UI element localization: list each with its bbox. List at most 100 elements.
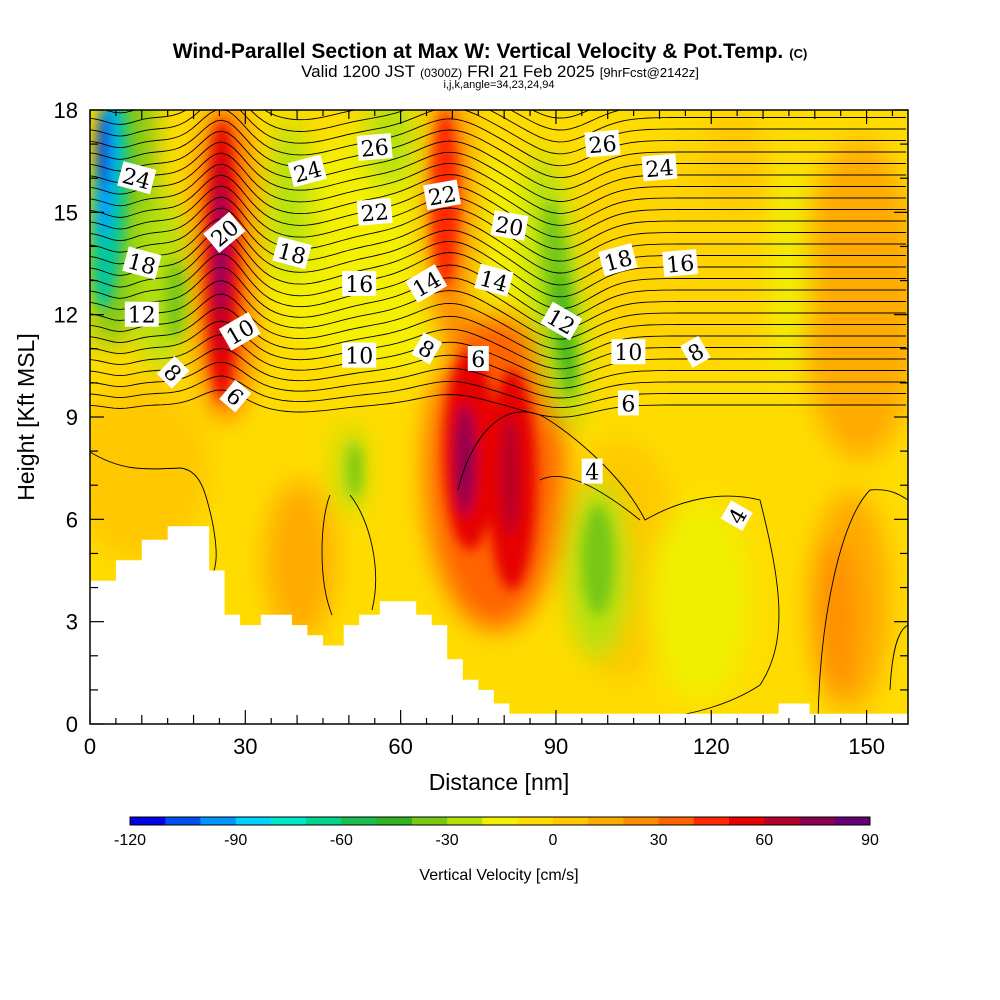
y-tick-label: 18	[54, 98, 78, 123]
svg-text:26: 26	[360, 135, 390, 162]
contour-label: 26	[356, 133, 393, 163]
colorbar-swatch	[306, 817, 342, 825]
colorbar-swatch	[130, 817, 166, 825]
terrain-mask	[90, 526, 908, 724]
svg-text:6: 6	[471, 348, 485, 373]
colorbar-tick-label: -90	[224, 832, 247, 849]
theta-contour	[90, 207, 906, 274]
theta-contour	[90, 266, 906, 330]
theta-contour	[889, 624, 908, 691]
velocity-cell	[815, 540, 855, 700]
velocity-cell	[265, 480, 335, 640]
svg-text:16: 16	[345, 273, 373, 298]
contour-label: 6	[467, 346, 489, 373]
theta-contour	[90, 110, 906, 155]
contour-label: 10	[611, 339, 646, 366]
colorbar-swatch	[588, 817, 624, 825]
contour-label: 12	[124, 301, 159, 329]
velocity-cell	[455, 405, 475, 515]
svg-text:26: 26	[588, 132, 618, 159]
colorbar-swatch	[799, 817, 836, 825]
contour-label: 22	[356, 197, 393, 227]
contour-label: 24	[287, 154, 327, 189]
colorbar-swatch	[517, 817, 554, 825]
svg-text:16: 16	[665, 251, 695, 278]
x-tick-label: 0	[84, 734, 96, 759]
svg-text:10: 10	[614, 341, 642, 366]
svg-text:24: 24	[645, 156, 675, 183]
theta-contour	[90, 375, 906, 409]
contour-label: 18	[272, 236, 312, 270]
y-tick-label: 15	[54, 200, 78, 225]
svg-text:6: 6	[621, 392, 635, 417]
velocity-cell	[348, 442, 362, 498]
colorbar-swatch	[200, 817, 237, 825]
contour-label: 4	[720, 500, 753, 531]
contour-label: 26	[584, 129, 621, 159]
y-tick-label: 0	[66, 712, 78, 737]
velocity-cell	[98, 110, 108, 190]
colorbar-swatch	[376, 817, 413, 825]
colorbar	[129, 816, 871, 826]
theta-contour	[90, 152, 906, 214]
x-tick-label: 60	[388, 734, 412, 759]
colorbar-swatch	[165, 817, 201, 825]
theta-contour	[817, 489, 908, 721]
theta-contour	[90, 119, 906, 179]
colorbar-swatch	[764, 817, 801, 825]
colorbar-swatch	[552, 817, 589, 825]
theta-contour	[90, 280, 906, 340]
contour-label: 10	[342, 342, 377, 370]
contour-label: 6	[617, 390, 639, 417]
colorbar-swatch	[693, 817, 730, 825]
colorbar-tick-label: -120	[114, 832, 146, 849]
velocity-cell	[705, 110, 765, 210]
chart-grid-indices: i,j,k,angle=34,23,24,94	[443, 79, 554, 91]
theta-contour	[90, 389, 906, 418]
svg-text:22: 22	[426, 182, 458, 211]
colorbar-swatch	[270, 817, 307, 825]
theta-contour	[90, 110, 906, 143]
colorbar-swatch	[658, 817, 695, 825]
y-tick-label: 6	[66, 507, 78, 532]
colorbar-tick-label: -30	[436, 832, 459, 849]
contour-label: 24	[641, 153, 678, 183]
theta-contour	[90, 163, 906, 226]
chart-subtitle: Valid 1200 JST (0300Z) FRI 21 Feb 2025 [9hr…	[301, 62, 699, 81]
velocity-field	[90, 110, 908, 724]
colorbar-tick-label: 0	[548, 832, 557, 849]
contour-label: 22	[423, 179, 461, 212]
velocity-cell	[650, 500, 750, 700]
theta-contour	[90, 141, 906, 202]
velocity-cell	[772, 160, 808, 380]
theta-contour	[539, 476, 641, 521]
contour-label: 16	[662, 249, 699, 279]
y-tick-label: 12	[54, 303, 78, 328]
theta-contour	[90, 347, 906, 389]
theta-contour	[90, 320, 906, 370]
colorbar-tick-label: 90	[861, 832, 879, 849]
velocity-cell	[800, 140, 908, 460]
velocity-cell	[90, 380, 210, 560]
theta-contour	[321, 494, 377, 616]
colorbar-tick-label: -60	[330, 832, 353, 849]
x-tick-label: 150	[848, 734, 885, 759]
svg-text:12: 12	[128, 304, 156, 329]
svg-text:20: 20	[493, 213, 525, 242]
colorbar-swatch	[447, 817, 483, 825]
velocity-cell	[582, 505, 614, 615]
theta-contour	[90, 174, 906, 238]
y-tick-label: 9	[66, 405, 78, 430]
theta-contour	[90, 130, 906, 191]
y-axis-label: Height [Kft MSL]	[13, 333, 39, 500]
colorbar-tick-label: 30	[650, 832, 668, 849]
colorbar-swatch	[411, 817, 448, 825]
axis-ticks	[89, 109, 908, 725]
colorbar-swatch	[834, 817, 871, 825]
x-tick-label: 90	[544, 734, 568, 759]
theta-contour	[457, 411, 780, 719]
x-tick-label: 30	[233, 734, 257, 759]
colorbar-swatch	[729, 817, 765, 825]
x-axis-label: Distance [nm]	[429, 769, 570, 795]
